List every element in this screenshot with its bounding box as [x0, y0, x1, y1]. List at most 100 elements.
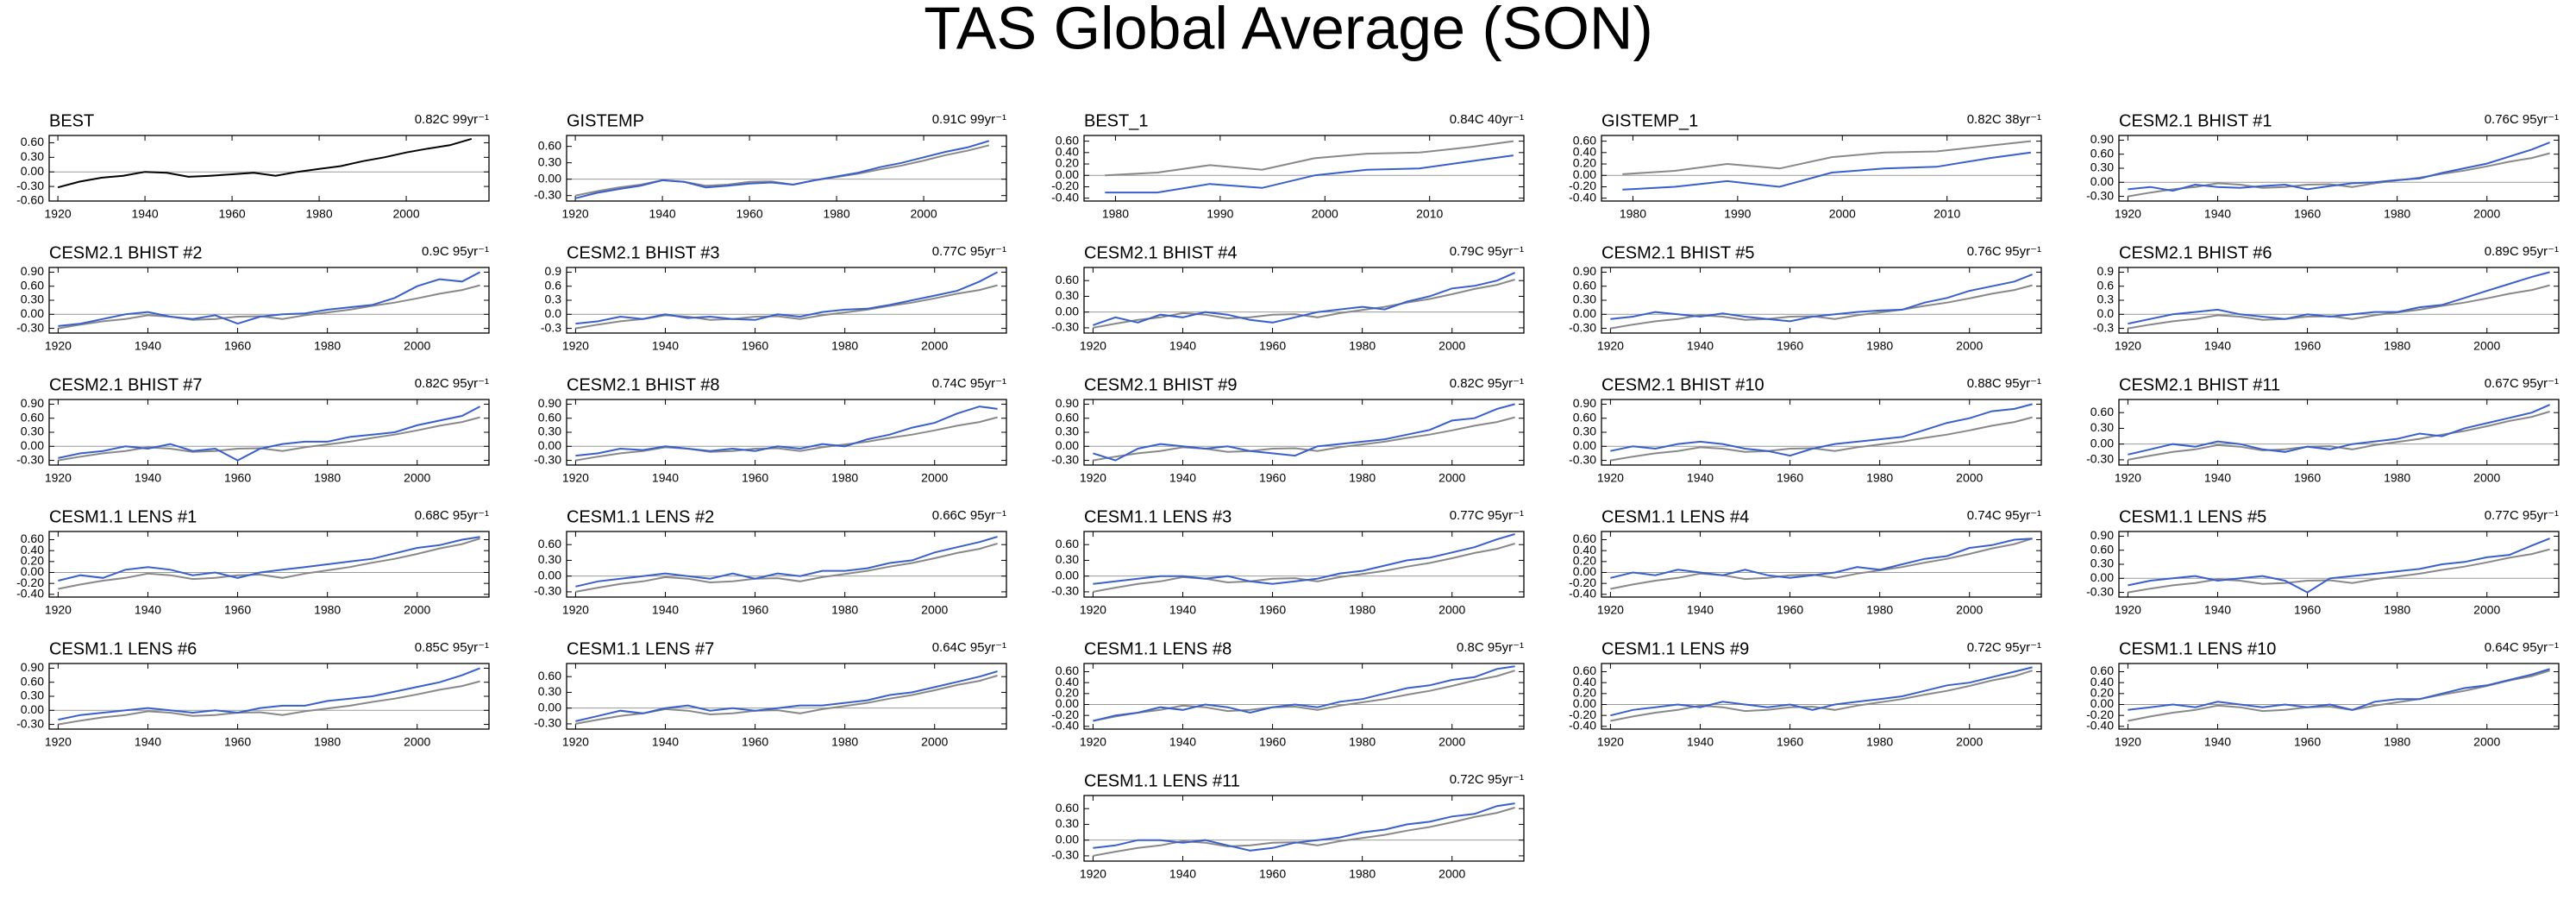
y-tick-label: 0.00 — [1573, 306, 1596, 320]
x-tick-label: 1940 — [135, 603, 161, 617]
plot-frame — [48, 267, 490, 334]
x-tick-label: 1940 — [652, 603, 679, 617]
x-tick-label: 1960 — [224, 471, 251, 485]
x-tick-label: 2000 — [921, 471, 948, 485]
x-tick-label: 2000 — [1956, 339, 1983, 353]
series-line — [1093, 543, 1515, 593]
y-tick-label: 0.20 — [1056, 686, 1079, 700]
x-tick-label: 1980 — [1349, 603, 1376, 617]
y-tick-label: -0.30 — [16, 452, 44, 466]
panel-title: CESM1.1 LENS #1 — [49, 507, 197, 526]
x-tick-label: 1980 — [1866, 339, 1893, 353]
trend-label: 0.68C 95yr⁻¹ — [415, 508, 489, 523]
panel-title: CESM1.1 LENS #10 — [2119, 639, 2276, 658]
x-tick-label: 1990 — [1207, 207, 1233, 221]
series-line — [575, 416, 998, 462]
x-tick-label: 1960 — [742, 339, 768, 353]
y-tick-label: 0.00 — [21, 702, 44, 716]
x-tick-label: 1980 — [1866, 603, 1893, 617]
y-tick-label: -0.20 — [2086, 708, 2114, 721]
panel-title: CESM2.1 BHIST #11 — [2119, 375, 2280, 394]
y-tick-label: -0.30 — [1051, 452, 1079, 466]
x-tick-label: 1960 — [224, 603, 251, 617]
x-tick-label: 1980 — [831, 339, 858, 353]
plot-frame — [2118, 399, 2560, 466]
trend-label: 0.79C 95yr⁻¹ — [1450, 244, 1524, 259]
series-line — [575, 406, 998, 457]
x-tick-label: 1990 — [1724, 207, 1751, 221]
x-tick-label: 1920 — [1080, 867, 1106, 881]
x-tick-label: 2000 — [404, 735, 430, 749]
trend-label: 0.89C 95yr⁻¹ — [2485, 244, 2559, 259]
x-tick-label: 1940 — [1687, 735, 1714, 749]
y-tick-label: 0.60 — [538, 138, 561, 152]
series-line — [58, 284, 480, 330]
plot-frame — [566, 399, 1007, 466]
x-tick-label: 2000 — [392, 207, 419, 221]
trend-label: 0.74C 95yr⁻¹ — [932, 376, 1006, 391]
series-line — [1093, 802, 1515, 852]
y-tick-label: 0.60 — [21, 135, 44, 148]
series-line — [1093, 416, 1515, 462]
x-tick-label: 1960 — [2294, 339, 2321, 353]
series-line — [1093, 533, 1515, 585]
x-tick-label: 1980 — [2384, 339, 2410, 353]
y-tick-label: 0.60 — [538, 537, 561, 550]
y-tick-label: 0.00 — [1056, 832, 1079, 846]
x-tick-label: 1920 — [1080, 603, 1106, 617]
y-tick-label: 0.30 — [538, 552, 561, 566]
y-tick-label: 0.30 — [538, 425, 561, 438]
x-tick-label: 1960 — [2294, 207, 2321, 221]
y-tick-label: 0.90 — [1056, 396, 1079, 410]
series-line — [2128, 668, 2550, 711]
plot-frame — [48, 663, 490, 730]
x-tick-label: 1980 — [2384, 735, 2410, 749]
panel-title: CESM1.1 LENS #8 — [1084, 639, 1232, 658]
x-tick-label: 1940 — [1169, 867, 1196, 881]
y-tick-label: 0.40 — [1056, 145, 1079, 159]
y-tick-label: 0.40 — [1573, 543, 1596, 557]
y-tick-label: 0.30 — [2090, 160, 2114, 174]
y-tick-label: -0.20 — [16, 576, 44, 589]
x-tick-label: 2000 — [404, 603, 430, 617]
panel-title: CESM2.1 BHIST #4 — [1084, 243, 1237, 262]
panel-title: CESM1.1 LENS #6 — [49, 639, 197, 658]
x-tick-label: 1940 — [2204, 207, 2231, 221]
trend-label: 0.67C 95yr⁻¹ — [2485, 376, 2559, 391]
y-tick-label: 0.00 — [2090, 174, 2114, 188]
x-tick-label: 1920 — [562, 735, 589, 749]
x-tick-label: 2000 — [1438, 339, 1465, 353]
x-tick-label: 2000 — [1956, 471, 1983, 485]
y-tick-label: -0.30 — [2086, 584, 2114, 598]
y-tick-label: -0.40 — [1569, 719, 1596, 733]
series-line — [1093, 665, 1515, 722]
series-line — [574, 140, 990, 199]
trend-label: 0.88C 95yr⁻¹ — [1967, 376, 2041, 391]
y-tick-label: 0.40 — [1056, 675, 1079, 689]
y-tick-label: 0.60 — [21, 410, 44, 424]
x-tick-label: 1980 — [1349, 339, 1376, 353]
y-tick-label: 0.60 — [1573, 278, 1596, 292]
y-tick-label: 0.30 — [1056, 425, 1079, 438]
y-tick-label: 0.00 — [2090, 436, 2114, 450]
x-tick-label: 1960 — [1259, 867, 1286, 881]
plot-frame — [1601, 267, 2042, 334]
plot-frame — [566, 531, 1007, 598]
y-tick-label: 0.60 — [1573, 410, 1596, 424]
panel-title: CESM1.1 LENS #2 — [567, 507, 714, 526]
y-tick-label: 0.40 — [1573, 675, 1596, 689]
series-line — [1610, 284, 2033, 330]
y-tick-label: 0.20 — [1573, 686, 1596, 700]
series-line — [1093, 403, 1515, 462]
y-tick-label: -0.3 — [2093, 320, 2114, 334]
series-line — [1610, 416, 2033, 462]
x-tick-label: 1940 — [652, 339, 679, 353]
y-tick-label: -0.60 — [16, 193, 44, 207]
y-tick-label: -0.30 — [16, 179, 44, 192]
x-tick-label: 1940 — [1169, 339, 1196, 353]
x-tick-label: 1920 — [562, 603, 589, 617]
y-tick-label: 0.30 — [21, 425, 44, 438]
x-tick-label: 2000 — [1438, 603, 1465, 617]
y-tick-label: -0.30 — [2086, 452, 2114, 466]
panel-title: CESM1.1 LENS #5 — [2119, 507, 2266, 526]
